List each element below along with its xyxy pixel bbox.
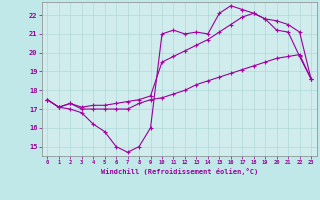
- X-axis label: Windchill (Refroidissement éolien,°C): Windchill (Refroidissement éolien,°C): [100, 168, 258, 175]
